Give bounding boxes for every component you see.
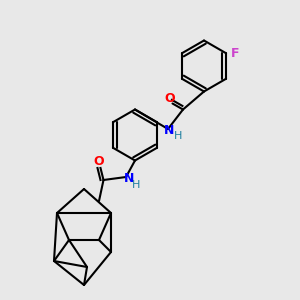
Text: O: O	[94, 155, 104, 169]
Text: H: H	[132, 179, 141, 190]
Text: N: N	[124, 172, 134, 185]
Text: H: H	[173, 130, 182, 141]
Text: N: N	[164, 124, 175, 137]
Text: F: F	[231, 47, 239, 60]
Text: O: O	[164, 92, 175, 106]
